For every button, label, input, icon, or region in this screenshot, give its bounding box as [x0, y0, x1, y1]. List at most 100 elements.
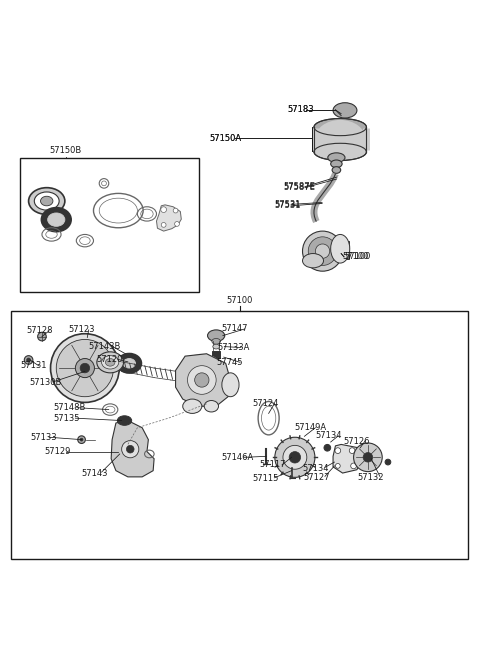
Bar — [334, 241, 349, 259]
Circle shape — [75, 358, 95, 378]
Circle shape — [50, 333, 119, 402]
Circle shape — [195, 373, 209, 387]
Ellipse shape — [222, 373, 239, 397]
Text: 57587E: 57587E — [283, 183, 315, 192]
Text: 57126: 57126 — [344, 437, 370, 445]
Circle shape — [188, 365, 216, 394]
Ellipse shape — [315, 120, 365, 158]
Polygon shape — [156, 205, 181, 231]
Circle shape — [283, 445, 307, 469]
Ellipse shape — [332, 166, 341, 174]
Circle shape — [80, 364, 90, 373]
Circle shape — [80, 438, 83, 441]
Circle shape — [289, 451, 300, 463]
Circle shape — [349, 448, 355, 453]
Circle shape — [175, 221, 180, 227]
Text: 57745: 57745 — [216, 358, 242, 367]
Text: 57100: 57100 — [344, 252, 371, 261]
Text: 57134: 57134 — [315, 432, 341, 440]
Ellipse shape — [302, 253, 324, 268]
Circle shape — [37, 332, 46, 341]
Circle shape — [126, 445, 134, 453]
Circle shape — [176, 354, 228, 406]
Text: 57149A: 57149A — [294, 423, 326, 432]
Text: 57183: 57183 — [288, 105, 314, 115]
Text: 57129: 57129 — [44, 447, 71, 456]
Circle shape — [173, 208, 178, 213]
Ellipse shape — [29, 188, 65, 214]
Circle shape — [24, 356, 33, 364]
Text: 57133A: 57133A — [217, 343, 250, 352]
Ellipse shape — [328, 153, 345, 162]
Ellipse shape — [117, 416, 132, 425]
Ellipse shape — [183, 399, 202, 413]
Circle shape — [302, 231, 343, 271]
Ellipse shape — [333, 103, 357, 118]
Text: 57150A: 57150A — [209, 134, 241, 143]
Text: 57135: 57135 — [53, 414, 79, 422]
Circle shape — [308, 237, 337, 265]
Circle shape — [161, 207, 167, 212]
Circle shape — [121, 441, 139, 458]
Polygon shape — [111, 421, 154, 477]
Polygon shape — [333, 445, 362, 473]
Text: 57100: 57100 — [227, 295, 253, 305]
Text: 57146A: 57146A — [221, 453, 253, 462]
Text: 57183: 57183 — [288, 105, 314, 115]
Circle shape — [385, 459, 391, 465]
Ellipse shape — [314, 143, 366, 160]
Ellipse shape — [204, 400, 218, 412]
Circle shape — [161, 223, 166, 227]
Circle shape — [315, 244, 330, 258]
Text: 57124: 57124 — [252, 400, 278, 408]
Text: 57143: 57143 — [82, 468, 108, 477]
Bar — [21, 158, 199, 291]
Text: 57117: 57117 — [259, 460, 286, 470]
Text: 57127: 57127 — [303, 474, 329, 482]
Text: 57132: 57132 — [357, 474, 384, 482]
Text: 57134: 57134 — [302, 464, 328, 473]
Text: 57123: 57123 — [68, 326, 95, 335]
Circle shape — [354, 443, 382, 472]
Ellipse shape — [123, 358, 135, 368]
Circle shape — [78, 436, 85, 443]
Text: 57128: 57128 — [26, 326, 53, 335]
Ellipse shape — [331, 234, 350, 263]
Circle shape — [275, 438, 315, 477]
Circle shape — [351, 463, 357, 469]
Text: 57147: 57147 — [222, 324, 248, 333]
Text: 57143B: 57143B — [89, 342, 121, 351]
Text: 57120: 57120 — [97, 356, 123, 364]
Text: 57115: 57115 — [252, 474, 278, 483]
Text: 57150A: 57150A — [209, 134, 241, 143]
Bar — [212, 351, 220, 358]
Ellipse shape — [48, 213, 65, 227]
Ellipse shape — [117, 354, 141, 373]
Text: 57133: 57133 — [30, 433, 57, 441]
Text: 57531: 57531 — [275, 201, 301, 210]
Ellipse shape — [213, 345, 219, 349]
Ellipse shape — [207, 330, 225, 341]
Circle shape — [336, 464, 340, 468]
Circle shape — [27, 358, 31, 362]
Ellipse shape — [106, 358, 115, 366]
Circle shape — [363, 453, 372, 462]
Ellipse shape — [331, 160, 342, 168]
Ellipse shape — [40, 196, 53, 206]
Ellipse shape — [102, 356, 119, 369]
Text: 57130B: 57130B — [29, 378, 61, 387]
Ellipse shape — [34, 192, 59, 210]
Bar — [212, 335, 220, 341]
Text: 57131: 57131 — [21, 361, 47, 370]
Ellipse shape — [42, 208, 71, 231]
Circle shape — [335, 448, 341, 453]
Circle shape — [324, 445, 331, 451]
Bar — [11, 310, 468, 559]
Text: 57531: 57531 — [275, 200, 301, 209]
Circle shape — [56, 339, 114, 397]
Text: 57587E: 57587E — [283, 182, 315, 191]
Ellipse shape — [314, 119, 366, 136]
Ellipse shape — [97, 352, 123, 373]
Text: 57150B: 57150B — [50, 146, 82, 155]
Text: 57100: 57100 — [343, 252, 369, 261]
